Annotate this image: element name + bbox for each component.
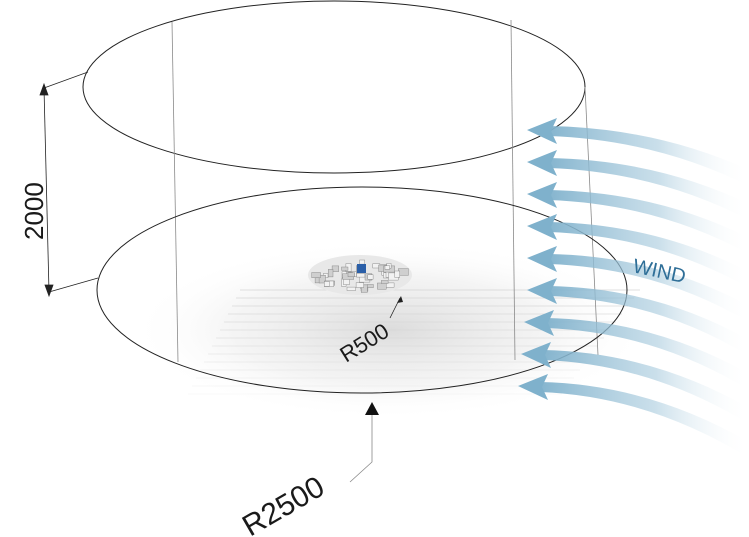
target-building — [357, 264, 366, 273]
outer-radius-indicator: R2500 — [237, 402, 379, 537]
wind-arrow — [527, 118, 749, 186]
city-block — [394, 270, 401, 278]
bottom-disk-outline — [96, 186, 628, 394]
height-dimension — [39, 71, 99, 298]
outer-radius-label: R2500 — [237, 470, 330, 537]
wind-arrow — [524, 310, 749, 390]
wind-arrows — [518, 118, 749, 458]
city-block — [311, 272, 321, 279]
city-block — [381, 280, 389, 284]
wind-arrow — [527, 214, 749, 288]
radius-arrowhead — [365, 402, 379, 415]
top-disk-outline — [82, 0, 586, 174]
wind-arrow — [518, 374, 749, 458]
wind-label: WIND — [631, 255, 688, 288]
height-label: 2000 — [19, 182, 49, 240]
wind-arrow — [527, 150, 749, 220]
city-block — [384, 265, 390, 270]
city-block — [328, 269, 334, 278]
wind-arrow — [527, 278, 749, 356]
city-block — [377, 282, 387, 290]
city-block — [331, 265, 339, 272]
city-block — [346, 286, 356, 291]
city-block — [318, 275, 326, 284]
city-block — [324, 281, 330, 287]
city-block — [367, 284, 374, 288]
city-block — [347, 272, 355, 277]
wind-arrow — [527, 182, 749, 254]
city-blocks — [311, 259, 409, 293]
wind-arrow — [527, 246, 749, 322]
ground-shading — [130, 240, 650, 420]
wind-arrow — [521, 342, 749, 424]
ground-hatch-lines — [188, 289, 640, 395]
city-block — [361, 284, 368, 293]
city-model — [308, 255, 412, 295]
city-block — [355, 282, 364, 288]
city-block — [367, 274, 374, 280]
city-block — [359, 259, 365, 265]
city-block — [356, 273, 366, 278]
city-block — [341, 266, 349, 271]
